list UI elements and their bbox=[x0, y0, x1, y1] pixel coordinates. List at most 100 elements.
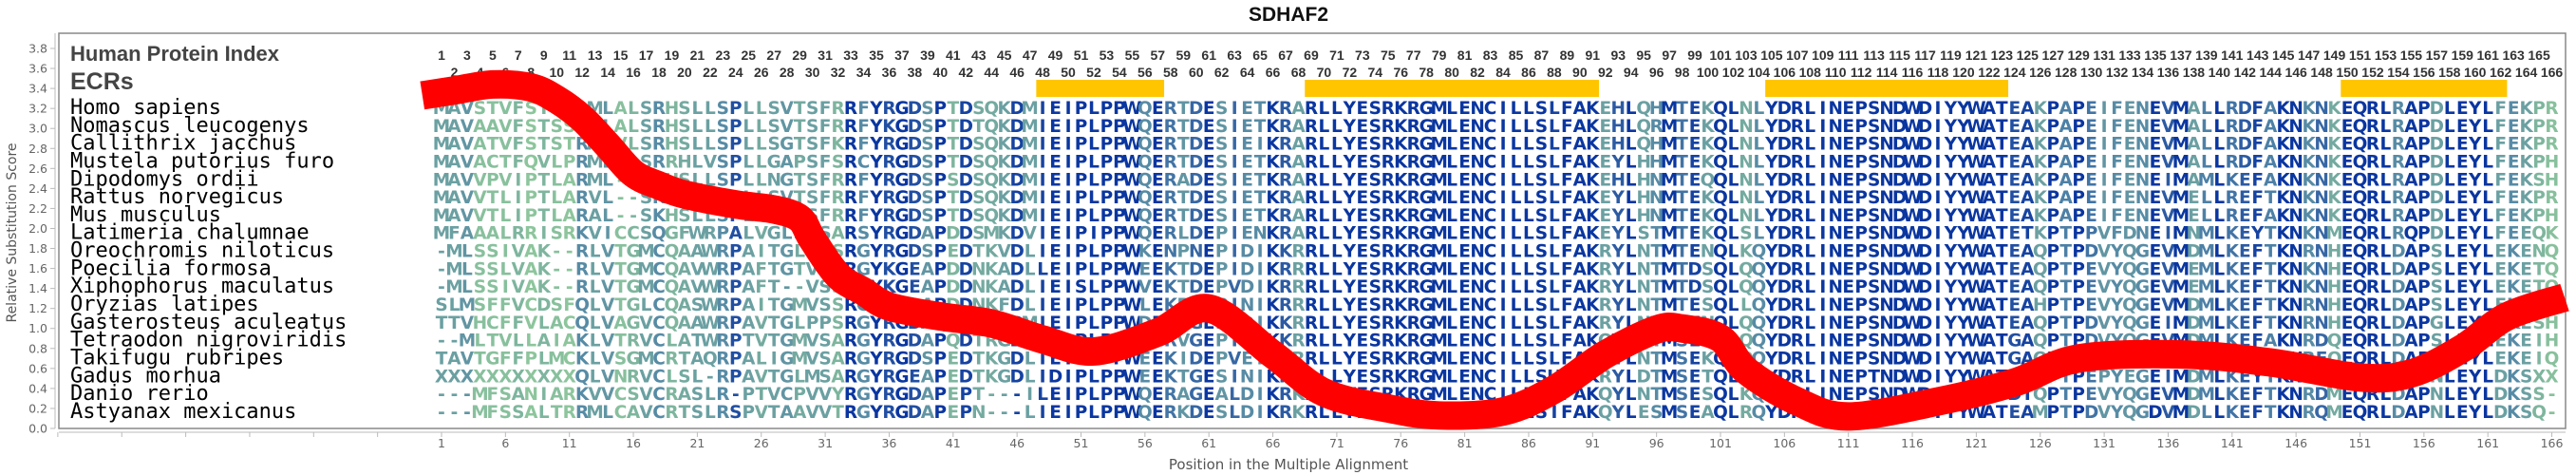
residue: A bbox=[2059, 170, 2074, 190]
residue: N bbox=[1252, 224, 1267, 244]
residue: V bbox=[498, 117, 513, 137]
residue: P bbox=[729, 332, 743, 352]
residue: R bbox=[716, 295, 729, 315]
residue: D bbox=[1240, 259, 1254, 279]
position-number: 93 bbox=[1610, 48, 1626, 63]
residue: Y bbox=[1944, 99, 1958, 119]
residue: N bbox=[1739, 188, 1753, 208]
residue: Y bbox=[1944, 367, 1958, 387]
residue: P bbox=[2072, 314, 2085, 333]
residue: D bbox=[1918, 170, 1932, 190]
residue: L bbox=[705, 135, 716, 155]
residue: F bbox=[2494, 135, 2507, 155]
residue: E bbox=[2456, 152, 2469, 172]
residue: E bbox=[1049, 403, 1062, 423]
residue: W bbox=[1903, 259, 1922, 279]
residue: N bbox=[1828, 242, 1842, 262]
position-number: 86 bbox=[1521, 65, 1536, 80]
residue: L bbox=[1754, 188, 1765, 208]
residue: S bbox=[691, 295, 704, 315]
residue: L bbox=[2380, 314, 2392, 333]
residue: L bbox=[551, 206, 562, 226]
position-number: 57 bbox=[1151, 48, 1166, 63]
residue: R bbox=[1305, 242, 1318, 262]
x-tick-label: 166 bbox=[2541, 436, 2564, 450]
x-tick-label: 151 bbox=[2349, 436, 2372, 450]
residue: D bbox=[2493, 403, 2508, 423]
ecr-bar bbox=[1765, 80, 2009, 97]
residue: A bbox=[1573, 295, 1588, 315]
residue: K bbox=[1586, 314, 1600, 333]
position-number: 138 bbox=[2183, 65, 2206, 80]
position-number: 106 bbox=[1774, 65, 1796, 80]
residue: G bbox=[1420, 152, 1434, 172]
residue: M bbox=[433, 170, 450, 190]
residue: S bbox=[1676, 367, 1688, 387]
residue: E bbox=[1458, 224, 1471, 244]
position-number: 43 bbox=[971, 48, 987, 63]
residue: L bbox=[1511, 332, 1522, 352]
residue: L bbox=[2201, 99, 2212, 119]
residue: R bbox=[665, 152, 678, 172]
residue: G bbox=[1420, 367, 1434, 387]
residue: S bbox=[1369, 224, 1382, 244]
residue: Q bbox=[1713, 242, 1728, 262]
residue: Q bbox=[665, 242, 680, 262]
residue: A bbox=[729, 224, 743, 244]
residue: T bbox=[537, 206, 550, 226]
residue: P bbox=[2532, 117, 2546, 137]
residue: E bbox=[1458, 259, 1471, 279]
residue: T bbox=[768, 277, 780, 297]
position-number: 60 bbox=[1189, 65, 1204, 80]
residue: Q bbox=[1701, 170, 1716, 190]
residue: L bbox=[1331, 332, 1343, 352]
residue: N bbox=[1163, 242, 1177, 262]
residue: R bbox=[1279, 152, 1292, 172]
residue: P bbox=[934, 259, 948, 279]
residue: A bbox=[2059, 99, 2074, 119]
position-number: 47 bbox=[1023, 48, 1038, 63]
residue: P bbox=[1100, 277, 1114, 297]
residue: I bbox=[2101, 188, 2108, 208]
residue: D bbox=[1009, 277, 1024, 297]
residue: N bbox=[1470, 99, 1484, 119]
y-tick-label: 3.4 bbox=[28, 82, 47, 96]
residue: N bbox=[2135, 224, 2150, 244]
residue: T bbox=[2265, 295, 2277, 315]
residue: N bbox=[2430, 403, 2444, 423]
residue: Y bbox=[1944, 259, 1958, 279]
residue: E bbox=[1458, 314, 1471, 333]
residue: L bbox=[2213, 170, 2225, 190]
residue: T bbox=[1254, 170, 1267, 190]
residue: A bbox=[447, 206, 461, 226]
residue: L bbox=[1331, 135, 1343, 155]
residue: E bbox=[1241, 188, 1253, 208]
residue: T bbox=[551, 403, 563, 423]
residue: Q bbox=[984, 99, 999, 119]
residue: R bbox=[1739, 403, 1753, 423]
residue: D bbox=[2314, 332, 2328, 352]
residue: N bbox=[1739, 135, 1753, 155]
residue: L bbox=[743, 99, 754, 119]
residue: L bbox=[2213, 367, 2225, 387]
residue: K bbox=[2277, 259, 2291, 279]
residue: R bbox=[2302, 242, 2315, 262]
residue: R bbox=[1305, 224, 1318, 244]
residue: E bbox=[2188, 259, 2200, 279]
residue: A bbox=[1291, 224, 1306, 244]
residue: Q bbox=[1138, 117, 1153, 137]
residue: E bbox=[2085, 117, 2097, 137]
residue: R bbox=[1291, 242, 1305, 262]
residue: X bbox=[486, 367, 499, 387]
residue: L bbox=[1511, 259, 1522, 279]
residue: D bbox=[2391, 242, 2405, 262]
residue: L bbox=[1804, 259, 1815, 279]
residue: G bbox=[1420, 332, 1434, 352]
residue: R bbox=[1599, 295, 1612, 315]
residue: L bbox=[1088, 314, 1100, 333]
residue: L bbox=[1549, 277, 1560, 297]
residue: G bbox=[894, 367, 909, 387]
residue: K bbox=[2507, 367, 2521, 387]
residue: L bbox=[1088, 403, 1100, 423]
residue: K bbox=[1291, 403, 1306, 423]
